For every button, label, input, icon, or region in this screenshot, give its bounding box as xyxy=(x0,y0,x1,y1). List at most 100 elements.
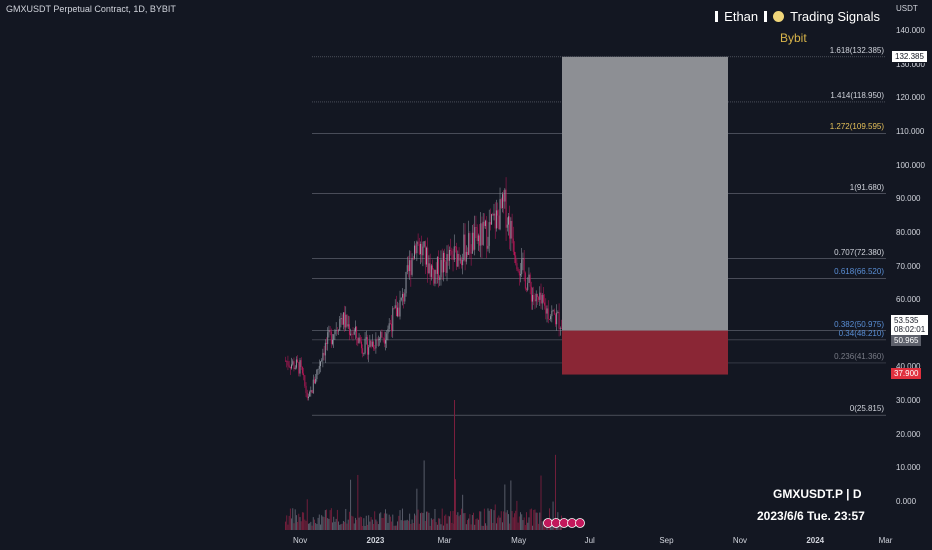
candle-body[interactable] xyxy=(432,265,433,270)
candle-body[interactable] xyxy=(292,361,294,365)
candle-body[interactable] xyxy=(430,265,432,277)
candle-body[interactable] xyxy=(307,396,309,399)
candle-body[interactable] xyxy=(524,272,526,289)
candle-body[interactable] xyxy=(516,263,518,270)
candle-body[interactable] xyxy=(285,360,286,362)
candle-body[interactable] xyxy=(359,337,361,342)
candle-body[interactable] xyxy=(548,319,550,320)
candle-body[interactable] xyxy=(314,379,315,384)
candle-body[interactable] xyxy=(471,232,473,254)
candle-body[interactable] xyxy=(377,339,379,341)
candle-body[interactable] xyxy=(547,308,549,320)
candle-body[interactable] xyxy=(465,251,467,262)
candle-body[interactable] xyxy=(447,254,449,261)
candle-body[interactable] xyxy=(403,293,405,302)
candle-body[interactable] xyxy=(339,319,341,331)
candle-body[interactable] xyxy=(436,257,438,274)
candle-body[interactable] xyxy=(348,324,350,335)
candle-body[interactable] xyxy=(492,214,494,216)
candle-body[interactable] xyxy=(499,199,501,230)
candle-body[interactable] xyxy=(326,342,327,344)
candle-body[interactable] xyxy=(497,210,499,216)
candle-body[interactable] xyxy=(392,308,394,332)
candle-body[interactable] xyxy=(329,330,331,332)
candle-body[interactable] xyxy=(536,293,538,298)
candle-body[interactable] xyxy=(364,338,366,354)
candle-body[interactable] xyxy=(461,259,462,266)
candle-body[interactable] xyxy=(550,316,552,320)
candle-body[interactable] xyxy=(514,251,515,256)
candle-body[interactable] xyxy=(341,318,343,325)
candle-body[interactable] xyxy=(494,213,496,229)
candle-body[interactable] xyxy=(338,330,340,332)
candle-body[interactable] xyxy=(527,282,529,290)
candle-body[interactable] xyxy=(468,233,470,255)
candle-body[interactable] xyxy=(535,293,537,302)
candle-body[interactable] xyxy=(474,227,476,250)
candle-body[interactable] xyxy=(405,271,407,294)
candle-body[interactable] xyxy=(539,292,541,300)
candle-body[interactable] xyxy=(399,300,401,317)
candle-body[interactable] xyxy=(538,297,540,300)
candle-body[interactable] xyxy=(383,338,385,344)
candle-body[interactable] xyxy=(479,235,480,246)
candle-body[interactable] xyxy=(463,234,465,260)
candle-body[interactable] xyxy=(371,341,373,347)
candle-body[interactable] xyxy=(452,254,454,260)
candle-body[interactable] xyxy=(546,308,548,314)
candle-body[interactable] xyxy=(395,305,397,317)
candle-body[interactable] xyxy=(532,294,534,302)
candle-body[interactable] xyxy=(315,378,317,384)
candle-body[interactable] xyxy=(422,246,424,256)
candle-body[interactable] xyxy=(511,220,513,239)
candle-body[interactable] xyxy=(327,332,329,344)
candle-body[interactable] xyxy=(552,310,554,312)
candle-body[interactable] xyxy=(433,269,435,284)
candle-body[interactable] xyxy=(533,294,535,300)
candle-body[interactable] xyxy=(350,333,352,335)
candle-body[interactable] xyxy=(286,360,288,362)
candle-body[interactable] xyxy=(416,241,418,254)
candle-body[interactable] xyxy=(446,254,448,273)
candle-body[interactable] xyxy=(462,259,464,266)
candle-body[interactable] xyxy=(289,366,291,369)
candle-body[interactable] xyxy=(423,241,425,247)
candle-body[interactable] xyxy=(440,259,442,278)
candle-body[interactable] xyxy=(528,274,530,283)
candle-body[interactable] xyxy=(397,307,399,317)
candle-body[interactable] xyxy=(488,222,490,246)
candle-body[interactable] xyxy=(373,341,374,349)
candle-body[interactable] xyxy=(323,352,325,356)
candle-body[interactable] xyxy=(362,348,364,354)
candle-body[interactable] xyxy=(509,216,511,239)
candle-body[interactable] xyxy=(561,328,562,329)
candle-body[interactable] xyxy=(558,312,560,329)
candle-body[interactable] xyxy=(451,250,453,255)
candle-body[interactable] xyxy=(412,257,414,259)
candle-body[interactable] xyxy=(534,299,536,302)
candle-body[interactable] xyxy=(520,274,521,276)
candle-body[interactable] xyxy=(400,297,402,301)
candle-body[interactable] xyxy=(322,352,324,361)
candle-body[interactable] xyxy=(386,333,388,341)
candle-body[interactable] xyxy=(294,367,296,370)
candle-body[interactable] xyxy=(317,368,319,370)
candle-body[interactable] xyxy=(493,213,495,216)
candle-body[interactable] xyxy=(306,392,308,399)
candle-body[interactable] xyxy=(434,269,436,284)
candle-body[interactable] xyxy=(464,234,466,262)
candle-body[interactable] xyxy=(417,241,419,245)
candle-body[interactable] xyxy=(456,246,458,267)
candle-body[interactable] xyxy=(491,214,493,225)
candle-body[interactable] xyxy=(388,323,390,329)
candle-body[interactable] xyxy=(470,252,472,254)
candle-body[interactable] xyxy=(354,326,356,332)
candle-body[interactable] xyxy=(489,222,491,225)
candle-body[interactable] xyxy=(353,331,355,335)
candle-body[interactable] xyxy=(288,365,290,367)
candle-body[interactable] xyxy=(357,337,359,344)
candle-body[interactable] xyxy=(482,221,484,245)
candle-body[interactable] xyxy=(506,224,508,228)
candle-body[interactable] xyxy=(442,252,444,273)
candle-body[interactable] xyxy=(351,333,353,335)
